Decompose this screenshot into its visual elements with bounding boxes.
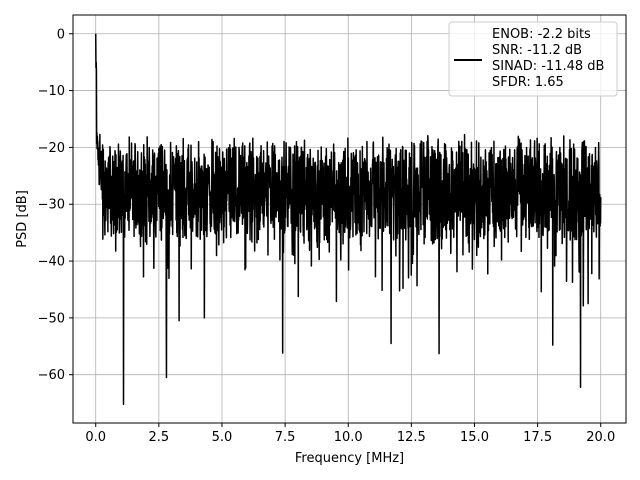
- x-tick-label: 15.0: [460, 430, 489, 445]
- y-tick-label: −10: [38, 84, 65, 99]
- psd-line: [94, 33, 602, 405]
- psd-series: [94, 33, 602, 405]
- x-axis-label: Frequency [MHz]: [295, 451, 404, 466]
- y-axis-label: PSD [dB]: [15, 190, 30, 248]
- y-tick-label: −50: [38, 311, 65, 326]
- y-tick-label: −20: [38, 141, 65, 156]
- legend-box: [448, 21, 618, 97]
- x-tick-label: 0.0: [85, 430, 106, 445]
- legend: ENOB: -2.2 bits SNR: -11.2 dB SINAD: -11…: [448, 21, 618, 97]
- y-tick-label: −60: [38, 368, 65, 383]
- x-tick-label: 12.5: [397, 430, 426, 445]
- x-tick-label: 2.5: [149, 430, 170, 445]
- plot-frame: [72, 14, 627, 424]
- x-tick-label: 5.0: [212, 430, 233, 445]
- legend-enob: ENOB: -2.2 bits: [492, 27, 591, 42]
- y-tick-label: 0: [57, 27, 65, 42]
- x-tick-label: 10.0: [334, 430, 363, 445]
- x-tick-label: 7.5: [275, 430, 296, 445]
- legend-sfdr: SFDR: 1.65: [492, 75, 564, 90]
- x-tick-label: 20.0: [586, 430, 615, 445]
- legend-sinad: SINAD: -11.48 dB: [492, 59, 604, 74]
- x-axis-ticks: 0.0 2.5 5.0 7.5 10.0 12.5 15.0 17.5 20.0: [85, 423, 615, 445]
- legend-snr: SNR: -11.2 dB: [492, 43, 582, 58]
- x-tick-label: 17.5: [523, 430, 552, 445]
- y-tick-label: −40: [38, 255, 65, 270]
- y-tick-label: −30: [38, 198, 65, 213]
- y-axis-ticks: 0 −10 −20 −30 −40 −50 −60: [38, 27, 73, 383]
